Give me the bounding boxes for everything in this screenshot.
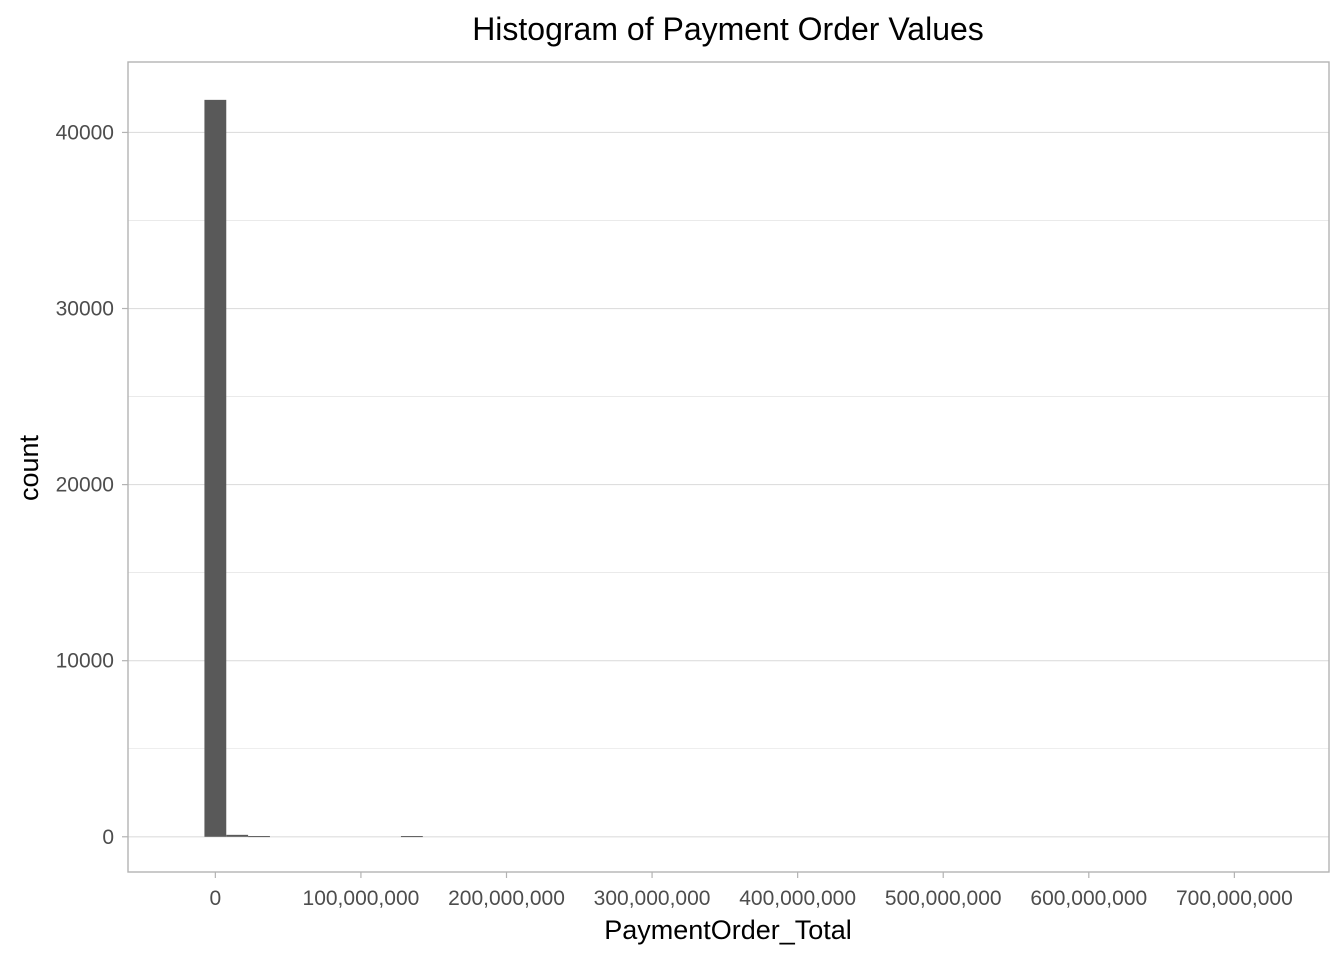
y-tick-label: 40000: [56, 121, 114, 144]
y-tick-label: 0: [102, 826, 114, 849]
x-tick-label: 0: [210, 887, 222, 910]
histogram-bar: [400, 836, 423, 838]
x-tick-label: 400,000,000: [739, 887, 856, 910]
x-tick-label: 700,000,000: [1176, 887, 1293, 910]
plot-panel-border: [127, 61, 1330, 873]
grid-lines: [128, 131, 1329, 838]
histogram-bars: [204, 99, 423, 838]
y-tick-label: 30000: [56, 298, 114, 321]
x-axis-title: PaymentOrder_Total: [604, 915, 852, 945]
x-tick-label: 200,000,000: [448, 887, 565, 910]
x-tick-label: 600,000,000: [1030, 887, 1147, 910]
histogram-bar: [248, 836, 270, 838]
x-tick-label: 100,000,000: [303, 887, 420, 910]
histogram-bar: [204, 99, 227, 837]
x-tick-label: 500,000,000: [885, 887, 1002, 910]
x-tick-label: 300,000,000: [594, 887, 711, 910]
chart-title: Histogram of Payment Order Values: [472, 11, 984, 47]
y-axis-title: count: [14, 434, 44, 501]
y-tick-label: 10000: [56, 650, 114, 673]
y-axis-ticks: 0 10000 20000 30000 40000: [56, 121, 128, 849]
histogram-bar: [226, 834, 249, 837]
x-axis-ticks: 0 100,000,000 200,000,000 300,000,000 400,00…: [210, 872, 1293, 910]
y-tick-label: 20000: [56, 474, 114, 497]
